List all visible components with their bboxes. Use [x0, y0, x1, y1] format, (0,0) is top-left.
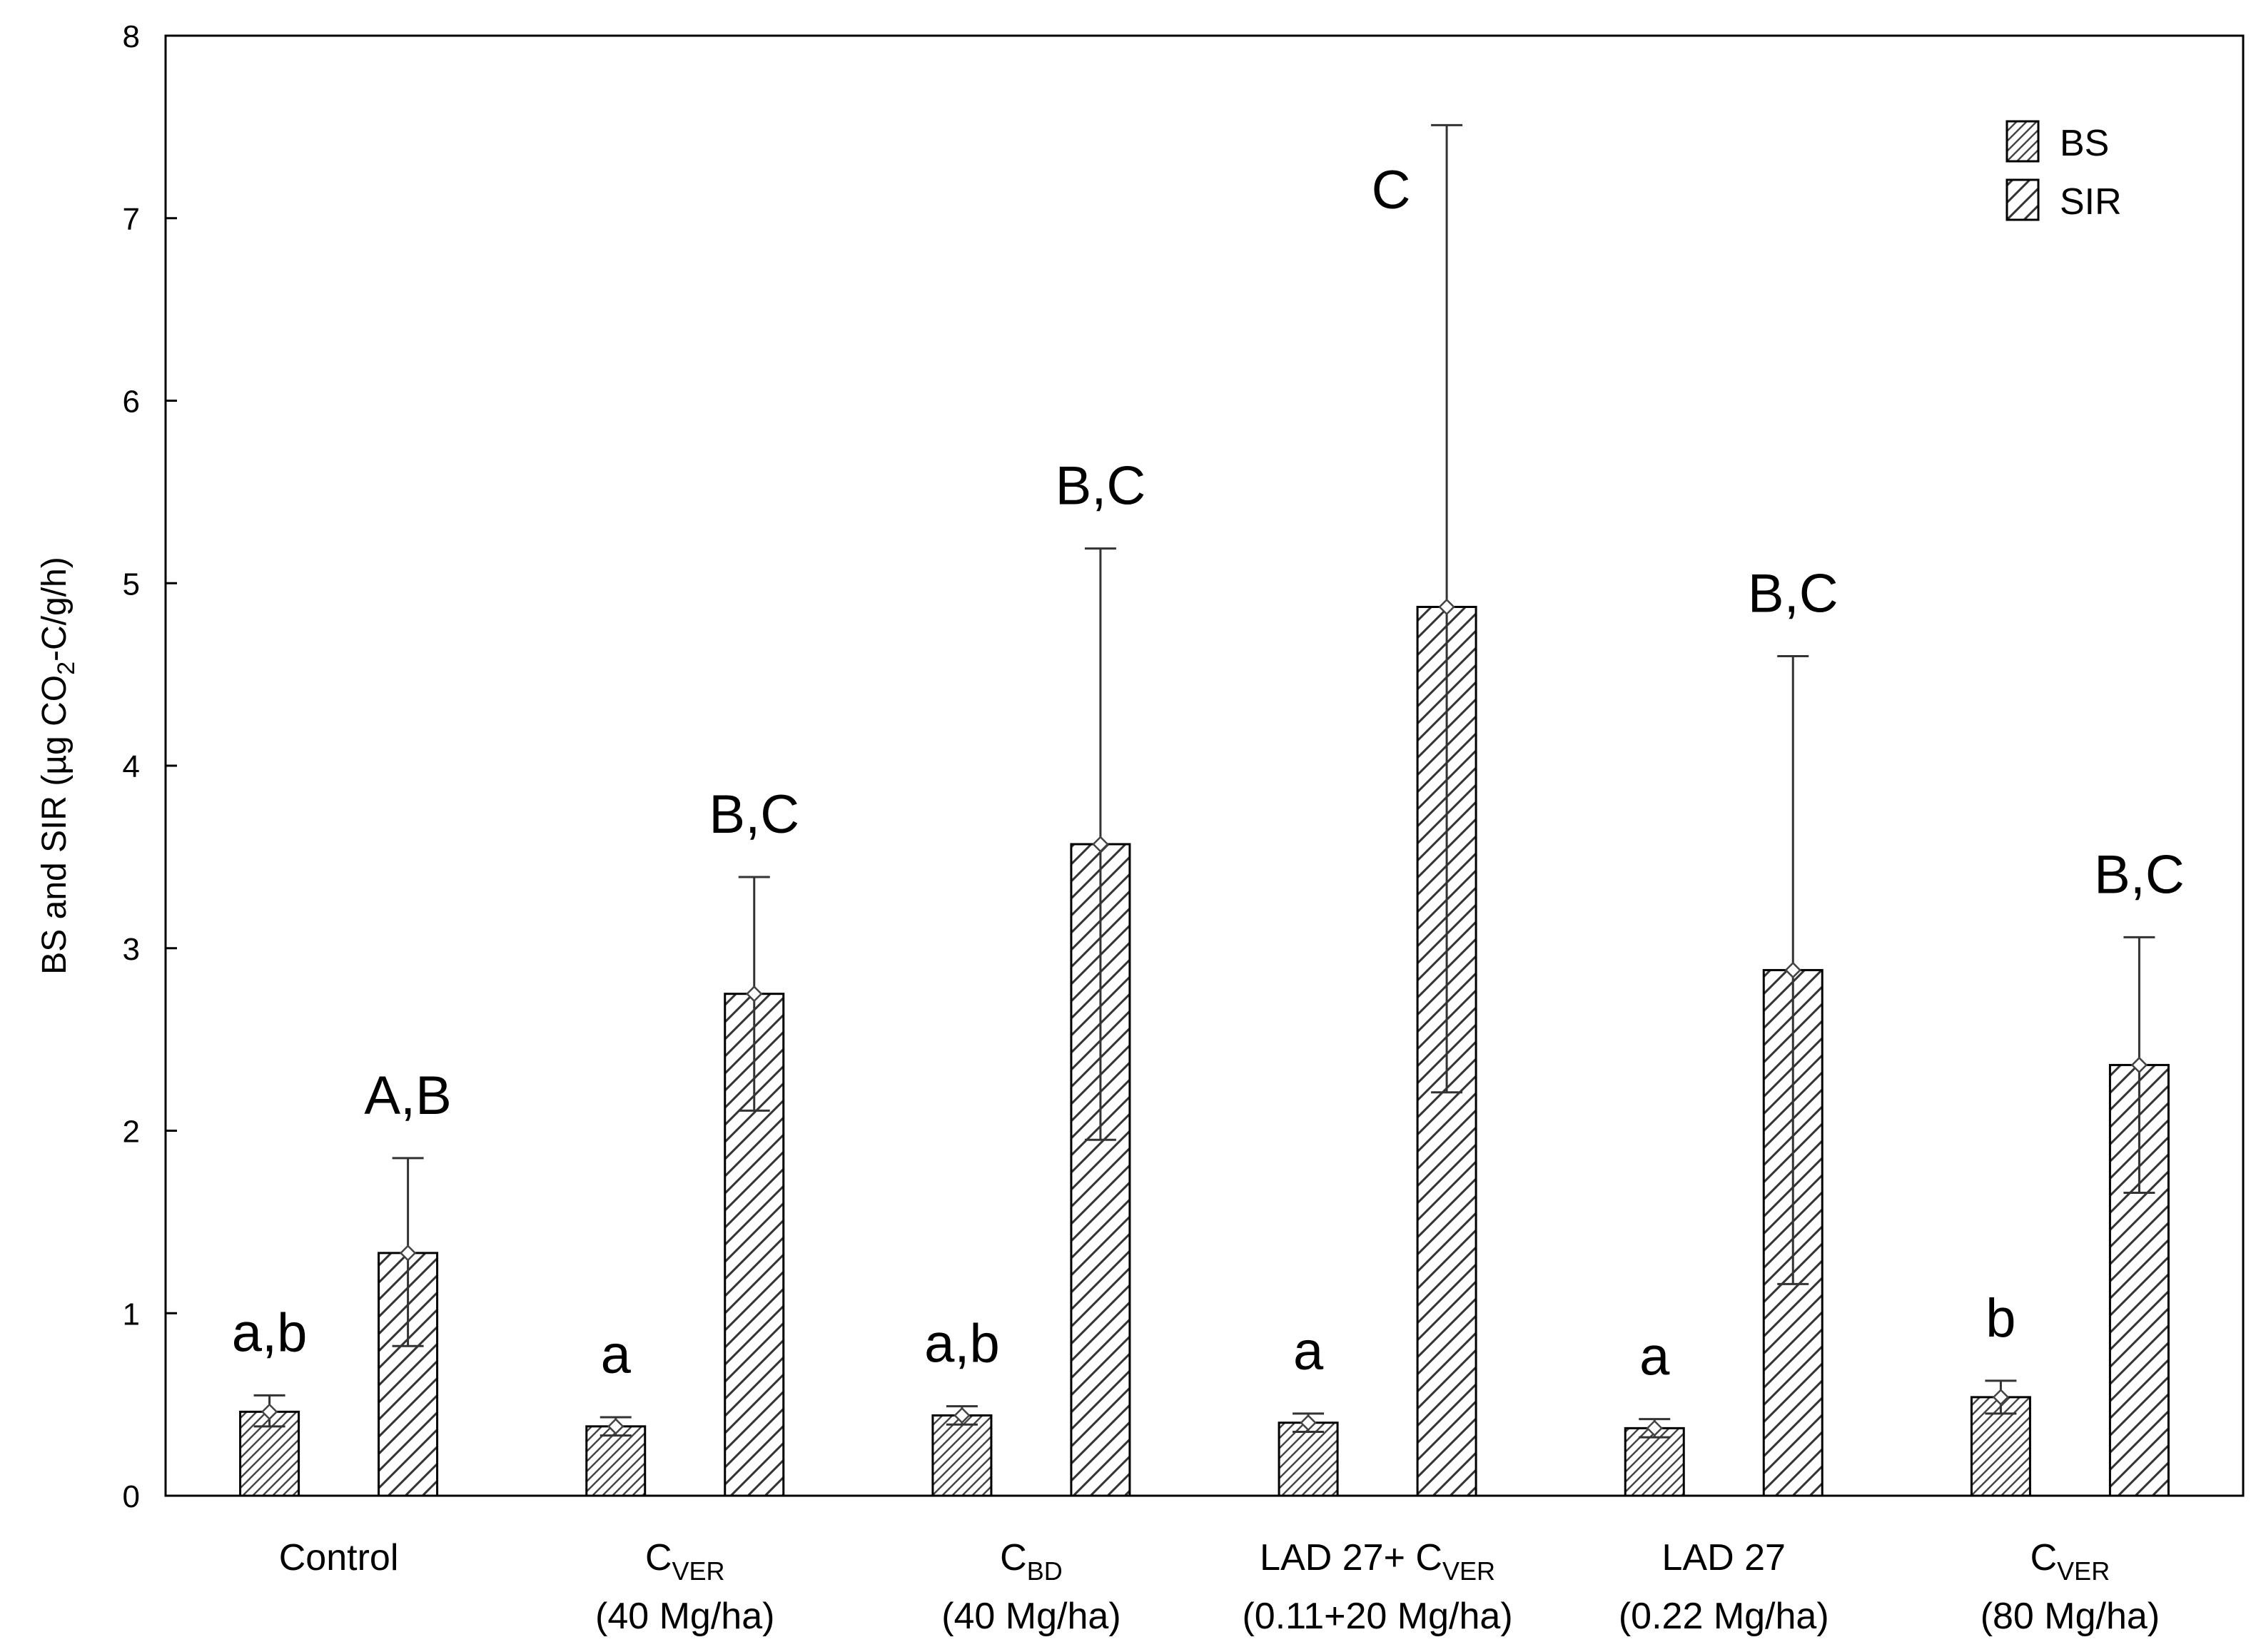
significance-letter: a [1293, 1321, 1324, 1382]
significance-letter: a,b [924, 1314, 1000, 1374]
legend-label-sir: SIR [2060, 181, 2122, 223]
y-tick-label: 7 [123, 202, 140, 237]
legend-label-bs: BS [2060, 123, 2109, 164]
legend-swatch-bs [2005, 120, 2040, 163]
y-tick-label: 2 [123, 1115, 140, 1150]
y-tick-label: 3 [123, 932, 140, 967]
significance-letter: C [1372, 160, 1411, 221]
category-label: CBD [1000, 1537, 1063, 1586]
bar-bs [1278, 1422, 1339, 1497]
mean-marker [1992, 1389, 2010, 1406]
mean-marker [1300, 1414, 1317, 1431]
category-label-line2: (0.22 Mg/ha) [1619, 1596, 1829, 1637]
y-tick-label: 5 [123, 567, 140, 602]
significance-letter: B,C [1056, 456, 1146, 517]
category-label-line2: (40 Mg/ha) [941, 1596, 1121, 1637]
category-label-line2: (40 Mg/ha) [595, 1596, 774, 1637]
category-label: Control [279, 1537, 399, 1578]
category-label: CVER [2030, 1537, 2110, 1586]
significance-letter: a [601, 1324, 632, 1385]
significance-letter: b [1986, 1288, 2015, 1349]
category-label: CVER [645, 1537, 725, 1586]
significance-letter: a [1639, 1327, 1670, 1387]
mean-marker [1092, 836, 1109, 853]
mean-marker [745, 985, 763, 1003]
y-axis-label: BS and SIR (µg CO2-C/g/h) [36, 557, 80, 974]
category-label-line2: (80 Mg/ha) [1981, 1596, 2160, 1637]
mean-marker [1784, 961, 1802, 979]
significance-letter: B,C [2094, 844, 2185, 905]
legend-swatch-sir [2005, 178, 2040, 221]
bar-bs [931, 1414, 993, 1497]
significance-letter: B,C [709, 784, 799, 845]
y-tick-label: 1 [123, 1297, 140, 1332]
mean-marker [607, 1418, 624, 1435]
y-tick-label: 8 [123, 19, 140, 54]
significance-letter: B,C [1748, 564, 1838, 624]
significance-letter: A,B [364, 1065, 452, 1126]
category-label: LAD 27+ CVER [1260, 1537, 1495, 1586]
y-tick-label: 6 [123, 385, 140, 420]
mean-marker [1646, 1419, 1664, 1437]
significance-letter: a,b [232, 1302, 308, 1363]
mean-marker [399, 1245, 417, 1262]
category-label: LAD 27 [1662, 1537, 1786, 1578]
y-tick-label: 0 [123, 1479, 140, 1514]
plot-frame [164, 34, 2245, 1497]
mean-marker [954, 1407, 971, 1424]
category-label-line2: (0.11+20 Mg/ha) [1242, 1596, 1512, 1637]
mean-marker [1438, 598, 1455, 616]
mean-marker [260, 1403, 278, 1421]
mean-marker [2130, 1056, 2148, 1074]
bar-bs [585, 1425, 647, 1497]
y-tick-label: 4 [123, 749, 140, 784]
bar-bs [1624, 1427, 1685, 1497]
